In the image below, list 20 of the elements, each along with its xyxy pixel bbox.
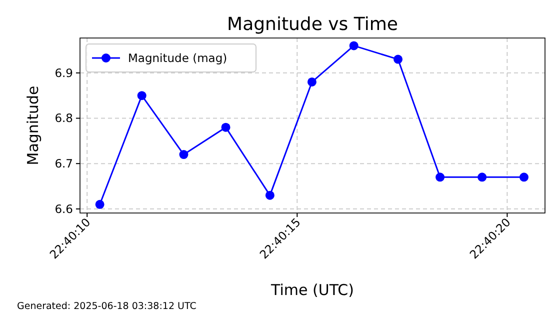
point — [221, 122, 230, 132]
point — [436, 172, 445, 182]
point — [137, 91, 146, 100]
point — [349, 41, 358, 50]
point — [307, 77, 316, 86]
y-tick-label: 6.9 — [54, 66, 73, 80]
x-axis-title: Time (UTC) — [270, 281, 354, 299]
y-tick-label: 6.7 — [54, 156, 73, 171]
y-tick-label: 6.8 — [54, 111, 73, 126]
y-tick-label: 6.6 — [54, 202, 73, 216]
legend-label: Magnitude (mag) — [128, 51, 228, 65]
point — [394, 54, 403, 64]
point — [179, 150, 188, 160]
point — [478, 172, 487, 182]
point — [519, 172, 528, 182]
text: Generated: 2025-06-18 03:38:12 UTC — [17, 301, 197, 312]
chart-title: Magnitude vs Time — [227, 14, 398, 35]
y-axis-title: Magnitude — [24, 86, 42, 166]
point — [95, 200, 104, 209]
point — [265, 190, 274, 200]
